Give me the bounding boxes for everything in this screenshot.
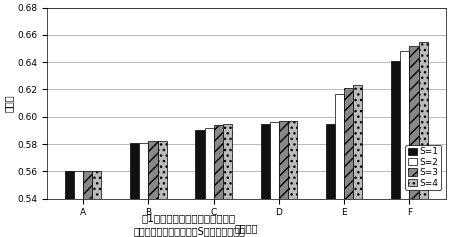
Bar [205, 128, 214, 199]
Bar [410, 46, 418, 199]
Legend: S=1, S=2, S=3, S=4: S=1, S=2, S=3, S=4 [405, 145, 441, 190]
Bar [223, 123, 232, 199]
Bar [92, 171, 101, 199]
Text: 検定方式は表１参照．　Sは農場数を表す: 検定方式は表１参照． Sは農場数を表す [133, 227, 245, 237]
Bar [288, 121, 297, 199]
Bar [353, 85, 362, 199]
Bar [344, 88, 353, 199]
Bar [279, 121, 288, 199]
Text: 図1．検定方式と育種値の正確度: 図1．検定方式と育種値の正確度 [142, 214, 236, 223]
Bar [148, 141, 157, 199]
Bar [195, 130, 205, 199]
Bar [418, 42, 427, 199]
Bar [270, 122, 279, 199]
Bar [335, 94, 344, 199]
Bar [65, 171, 74, 199]
Bar [391, 61, 400, 199]
Bar [261, 123, 270, 199]
Bar [214, 125, 223, 199]
X-axis label: 検定方式: 検定方式 [234, 223, 258, 233]
Y-axis label: 正確度: 正確度 [4, 94, 14, 112]
Bar [326, 123, 335, 199]
Bar [74, 171, 83, 199]
Bar [130, 143, 140, 199]
Bar [83, 171, 92, 199]
Bar [140, 143, 148, 199]
Bar [158, 141, 166, 199]
Bar [400, 51, 410, 199]
